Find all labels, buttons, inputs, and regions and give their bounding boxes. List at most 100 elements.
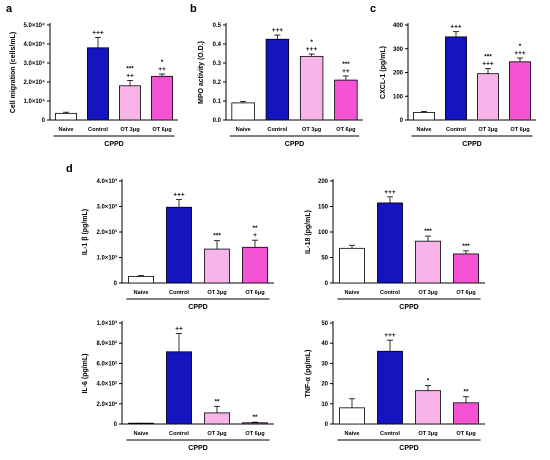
x-tick-label: OT 6μg [245, 290, 265, 296]
y-tick-label: 4.0×10⁴ [24, 42, 46, 48]
y-tick-label: 1.0×10³ [96, 255, 117, 262]
x-tick-label: OT 3μg [302, 127, 322, 133]
chart-a: 0 1.0×10⁴ 2.0×10⁴ 3.0×10⁴ 4.0×10⁴ 5.0×10⁴ Cell… [10, 23, 178, 148]
significance-mark: *** [213, 233, 221, 240]
panel-label-b: b [190, 3, 197, 15]
y-tick-label: 200 [318, 179, 329, 185]
significance-mark: +++ [173, 192, 185, 199]
y-axis-title: IL-6 (pg/mL) [82, 353, 89, 393]
significance-mark: ** [214, 398, 220, 405]
group-label: CPPD [188, 445, 207, 452]
y-tick-label: 0 [325, 422, 329, 428]
panel-label-a: a [6, 3, 13, 15]
x-tick-label: OT 6μg [245, 431, 265, 437]
y-tick-label: 2.0×10⁴ [24, 80, 46, 86]
y-tick-label: 3.0×10³ [96, 204, 117, 211]
x-tick-label: Naive [134, 290, 149, 296]
significance-mark: +++ [450, 24, 462, 31]
group-label: CPPD [399, 304, 418, 311]
significance-mark: *** [462, 243, 470, 250]
bar [477, 73, 499, 121]
x-tick-label: OT 3μg [120, 127, 140, 133]
x-tick-label: OT 3μg [478, 127, 498, 133]
y-tick-label: 1.0×10⁴ [24, 99, 46, 105]
x-tick-label: OT 6μg [336, 127, 356, 133]
x-tick-label: OT 3μg [207, 431, 227, 437]
y-tick-label: 6.0×10² [96, 360, 117, 367]
bar [231, 102, 255, 121]
significance-mark: +++ [514, 50, 526, 57]
bar [204, 248, 230, 284]
chart-d3: 0 2.0×10² 4.0×10² 6.0×10² 8.0×10² 1.0×10³ IL-6… [82, 320, 274, 452]
bar [128, 275, 154, 284]
significance-mark: *** [424, 228, 432, 235]
significance-mark: * [427, 378, 430, 385]
y-tick-label: 8.0×10² [96, 340, 117, 347]
y-tick-label: 0 [325, 281, 329, 287]
significance-mark: *** [342, 61, 350, 68]
y-axis-title: IL-18 (pg/mL) [305, 210, 312, 254]
significance-mark: ++ [342, 68, 350, 75]
y-tick-label: 30 [321, 361, 328, 367]
y-tick-label: 100 [318, 230, 329, 236]
y-tick-label: 2.0×10³ [96, 229, 117, 236]
bar [377, 202, 403, 284]
significance-mark: +++ [384, 189, 396, 196]
significance-mark: +++ [306, 46, 318, 53]
bar [415, 390, 441, 425]
y-tick-label: 400 [393, 23, 404, 29]
x-tick-label: Control [380, 290, 400, 296]
y-tick-label: 0.2 [213, 80, 222, 86]
y-tick-label: 1.0×10³ [96, 320, 117, 327]
x-tick-label: Control [169, 290, 189, 296]
significance-mark: +++ [482, 60, 494, 67]
x-tick-label: Control [267, 127, 287, 133]
bar [119, 85, 141, 121]
y-tick-label: 2.0×10² [96, 401, 117, 408]
bar [415, 240, 441, 284]
bar [339, 247, 365, 284]
y-tick-label: 0 [114, 422, 118, 428]
y-tick-label: 10 [321, 402, 328, 408]
y-tick-label: 100 [393, 94, 404, 100]
y-tick-label: 0.1 [213, 99, 222, 105]
y-tick-label: 0 [114, 281, 118, 287]
significance-mark: ++ [158, 66, 166, 73]
group-label: CPPD [285, 141, 304, 148]
y-tick-label: 20 [321, 382, 328, 388]
y-tick-label: 0.3 [213, 61, 222, 67]
group-label: CPPD [399, 445, 418, 452]
significance-mark: + [253, 232, 257, 239]
x-tick-label: Control [88, 127, 108, 133]
y-axis-title: CXCL-1 (pg/mL) [380, 46, 387, 99]
bar [166, 206, 192, 284]
bar [413, 112, 435, 121]
y-tick-label: 200 [393, 71, 404, 77]
x-tick-label: OT 3μg [207, 290, 227, 296]
significance-mark: ** [252, 414, 258, 421]
y-tick-label: 40 [321, 341, 328, 347]
bar [509, 61, 531, 121]
x-tick-label: OT 6μg [152, 127, 172, 133]
x-tick-label: OT 3μg [418, 431, 438, 437]
bar [265, 38, 290, 121]
chart-b: 0.0 0.1 0.2 0.3 0.4 0.5 MPO activity (O.D.) Nai… [198, 23, 363, 148]
x-tick-label: Control [380, 431, 400, 437]
significance-mark: +++ [92, 29, 104, 36]
chart-d4: 0 10 20 30 40 50 TNF-α (pg/mL) Naive Control +++ O… [305, 321, 485, 452]
y-tick-label: 0 [400, 118, 404, 124]
bar [87, 47, 109, 121]
x-tick-label: Naive [417, 127, 432, 133]
x-tick-label: OT 6μg [456, 290, 476, 296]
significance-mark: ** [252, 225, 258, 232]
y-tick-label: 4.0×10² [96, 381, 117, 388]
y-axis-title: IL-1 β (pg/mL) [82, 209, 89, 255]
x-tick-label: OT 6μg [510, 127, 530, 133]
x-tick-label: Naive [345, 431, 360, 437]
x-tick-label: Naive [134, 431, 149, 437]
significance-mark: ** [463, 389, 469, 396]
x-tick-label: Naive [59, 127, 74, 133]
y-tick-label: 50 [321, 321, 328, 327]
panel-label-c: c [370, 3, 376, 15]
